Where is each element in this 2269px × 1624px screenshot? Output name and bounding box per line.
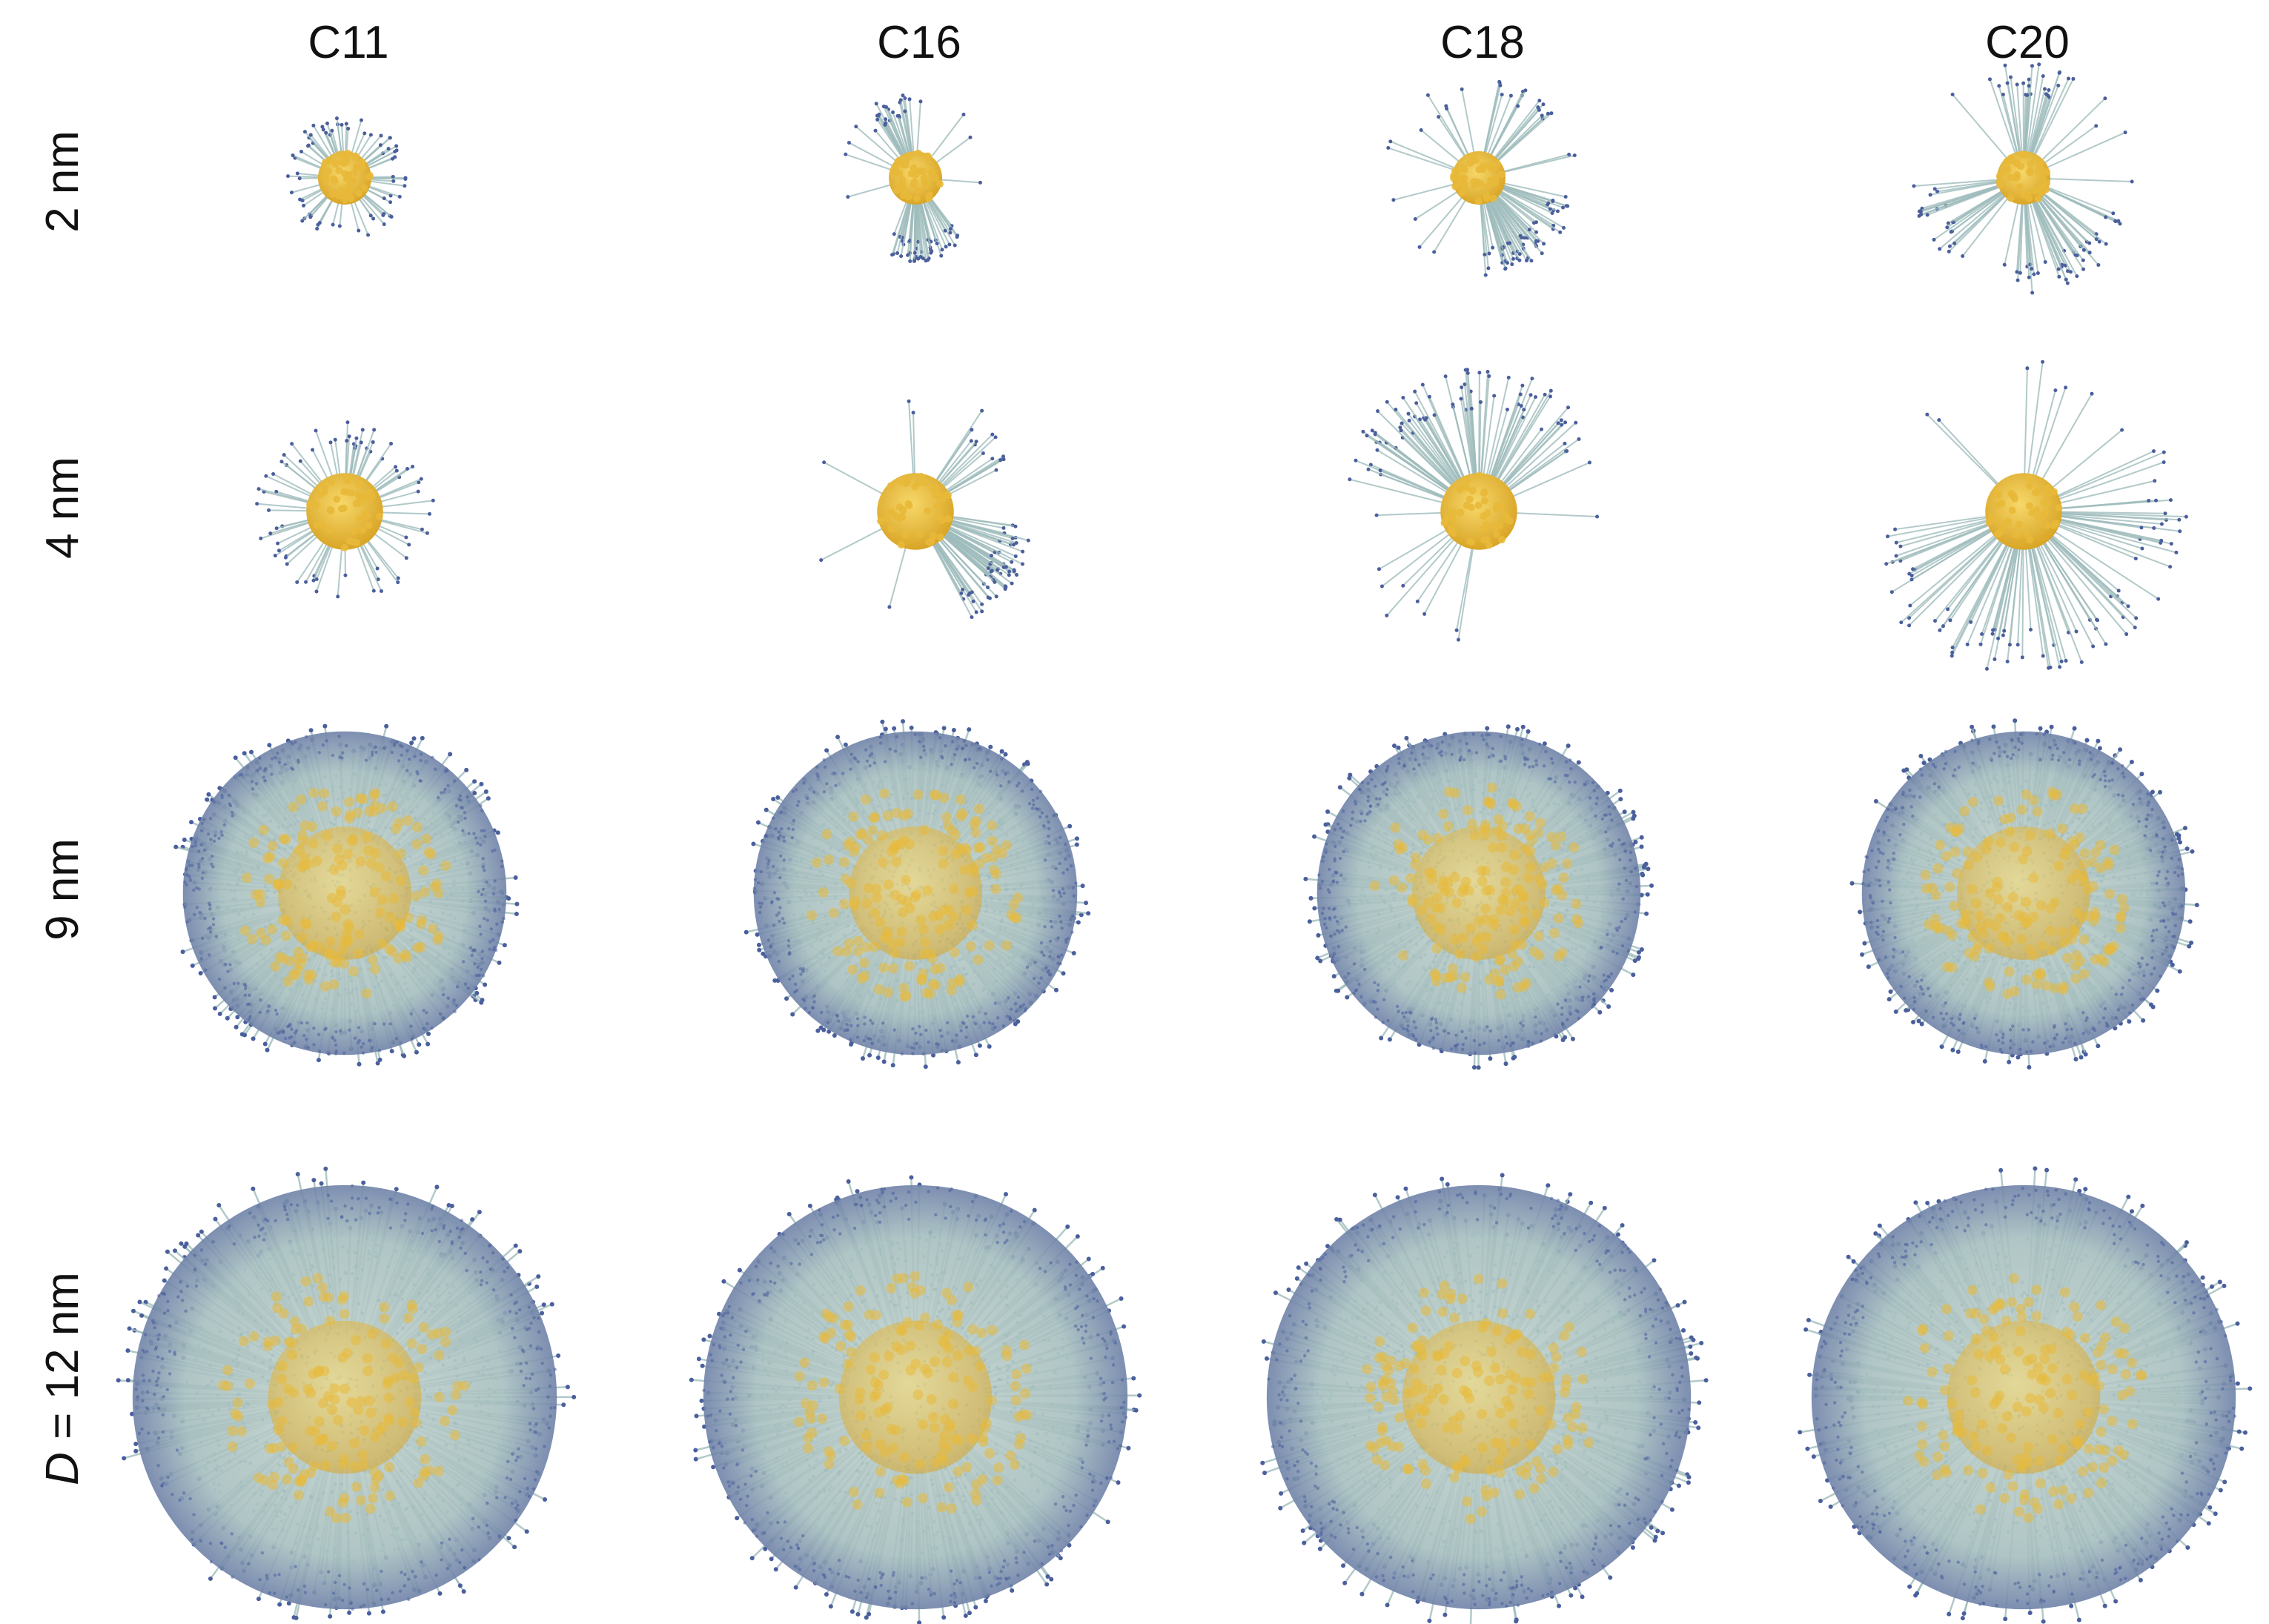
nanoparticle-4nm-c18 bbox=[1348, 368, 1600, 642]
nanoparticle-2nm-c18 bbox=[1386, 79, 1577, 277]
column-label-c20: C20 bbox=[1985, 17, 2070, 68]
nanoparticle-9nm-c11 bbox=[173, 723, 520, 1067]
nanoparticle-2nm-c11 bbox=[286, 116, 408, 237]
nanoparticle-9nm-c18 bbox=[1303, 724, 1654, 1070]
nanoparticle-12nm-c20 bbox=[1798, 1166, 2253, 1624]
nanoparticle-4nm-c20 bbox=[1884, 359, 2188, 671]
nanoparticle-2nm-c16 bbox=[844, 93, 982, 263]
nanoparticle-4nm-c11 bbox=[255, 420, 435, 599]
column-label-c11: C11 bbox=[308, 17, 389, 68]
nanoparticle-2nm-c20 bbox=[1912, 62, 2134, 295]
nanoparticle-12nm-c11 bbox=[116, 1166, 577, 1620]
nanoparticle-9nm-c20 bbox=[1849, 718, 2199, 1070]
nanoparticle-12nm-c16 bbox=[689, 1175, 1142, 1624]
column-label-c18: C18 bbox=[1440, 17, 1525, 68]
nanoparticle-12nm-c18 bbox=[1260, 1173, 1709, 1624]
nanoparticle-9nm-c16 bbox=[743, 719, 1091, 1070]
nanoparticle-4nm-c16 bbox=[819, 399, 1030, 620]
column-label-c16: C16 bbox=[877, 17, 961, 68]
